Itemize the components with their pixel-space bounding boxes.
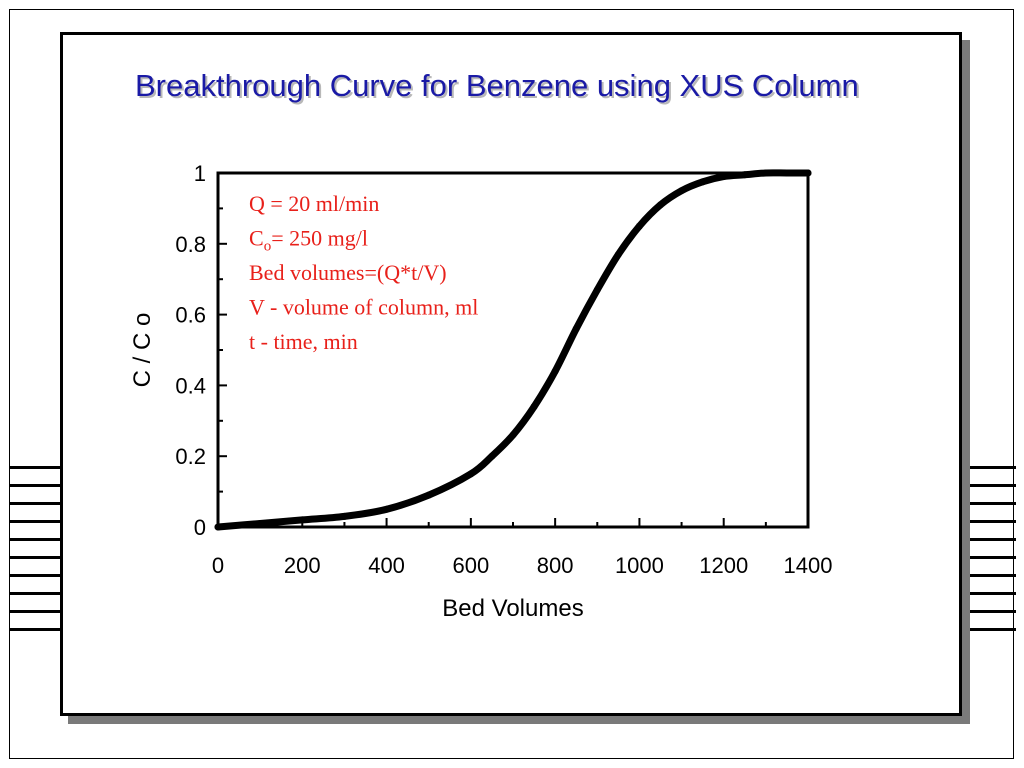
data-point <box>699 178 707 186</box>
right-decorative-stripes <box>962 466 1016 644</box>
x-tick-label: 400 <box>368 553 405 578</box>
x-tick-label: 600 <box>452 553 489 578</box>
data-point <box>720 173 728 181</box>
x-tick-label: 0 <box>212 553 224 578</box>
data-point <box>657 201 664 209</box>
x-tick-label: 800 <box>537 553 574 578</box>
y-tick-label: 0.4 <box>175 373 206 398</box>
y-tick-label: 0.8 <box>175 232 206 257</box>
x-tick-label: 1400 <box>784 553 833 578</box>
x-tick-label: 1200 <box>699 553 748 578</box>
data-point <box>340 512 348 520</box>
data-point <box>425 491 433 499</box>
data-point <box>551 367 559 375</box>
y-tick-label: 1 <box>194 161 206 186</box>
x-tick-label: 200 <box>284 553 321 578</box>
slide-panel <box>60 32 962 716</box>
data-point <box>678 187 686 195</box>
y-tick-label: 0.6 <box>175 303 206 328</box>
data-point <box>383 505 391 513</box>
data-point <box>593 286 601 294</box>
data-point <box>530 403 538 411</box>
data-point <box>572 325 580 333</box>
data-point <box>214 523 222 531</box>
data-point <box>635 222 643 230</box>
annotation-bedvol: Bed volumes=(Q*t/V) <box>249 260 447 285</box>
y-tick-label: 0 <box>194 515 206 540</box>
y-axis-label: C / C o <box>129 313 156 388</box>
data-point <box>762 169 770 177</box>
annotation-volume: V - volume of column, ml <box>249 295 478 320</box>
data-point <box>741 171 749 179</box>
data-point <box>783 169 791 177</box>
left-decorative-stripes <box>10 466 64 644</box>
x-axis-label: Bed Volumes <box>442 595 583 622</box>
data-point <box>256 519 264 527</box>
annotation-time: t - time, min <box>249 329 358 354</box>
data-point <box>467 470 475 478</box>
data-point <box>804 169 812 177</box>
annotation-flow: Q = 20 ml/min <box>249 191 379 216</box>
annotation-conc: Co= 250 mg/l <box>249 226 368 255</box>
y-tick-label: 0.2 <box>175 444 206 469</box>
outer-frame <box>9 9 1014 759</box>
data-point <box>509 431 517 439</box>
x-tick-label: 1000 <box>615 553 664 578</box>
data-point <box>298 516 306 524</box>
data-point <box>614 250 622 258</box>
data-point <box>488 452 496 460</box>
